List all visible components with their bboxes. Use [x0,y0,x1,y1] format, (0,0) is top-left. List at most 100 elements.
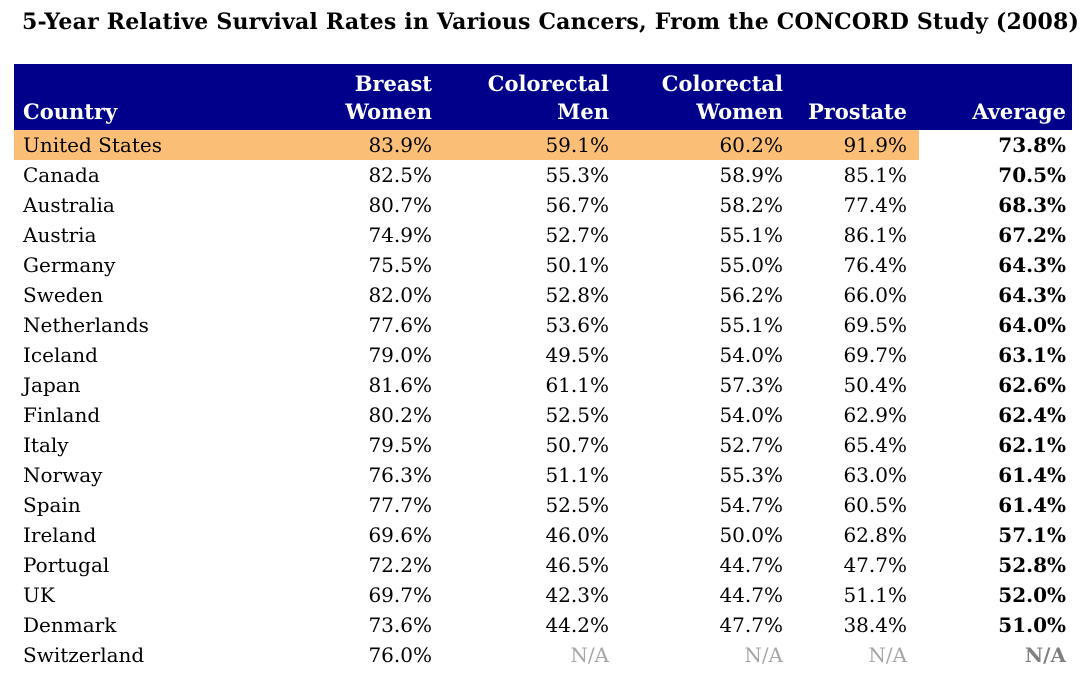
average-cell: 67.2% [919,220,1072,251]
value-cell: 82.0% [266,280,444,311]
average-cell: N/A [919,640,1072,671]
value-cell: 77.6% [266,310,444,341]
average-cell: 73.8% [919,130,1072,161]
value-cell: 55.0% [621,250,795,281]
table-row: Canada 82.5% 55.3% 58.9% 85.1% 70.5% [14,160,1072,191]
value-cell: 55.1% [621,220,795,251]
value-cell: 61.1% [444,370,621,401]
value-cell: 54.0% [621,340,795,371]
column-header-prostate: Prostate [795,64,919,131]
average-cell: 61.4% [919,490,1072,521]
country-cell: Canada [14,160,266,191]
value-cell: 46.0% [444,520,621,551]
country-cell: Italy [14,430,266,461]
value-cell: 72.2% [266,550,444,581]
country-cell: Finland [14,400,266,431]
value-cell: 50.4% [795,370,919,401]
value-cell: 82.5% [266,160,444,191]
country-cell: Australia [14,190,266,221]
value-cell: N/A [621,640,795,671]
table-body: United States 83.9% 59.1% 60.2% 91.9% 73.8% Ca… [14,130,1072,671]
table-header: Country Breast Women Colorectal Men Colorecta… [14,64,1072,131]
value-cell: 73.6% [266,610,444,641]
column-header-average: Average [919,64,1072,131]
table-row: Ireland 69.6% 46.0% 50.0% 62.8% 57.1% [14,520,1072,551]
survival-table: Country Breast Women Colorectal Men Colorecta… [14,64,1072,671]
value-cell: 58.9% [621,160,795,191]
country-cell: Germany [14,250,266,281]
value-cell: 49.5% [444,340,621,371]
value-cell: 80.7% [266,190,444,221]
average-cell: 52.0% [919,580,1072,611]
value-cell: 55.3% [444,160,621,191]
value-cell: 47.7% [621,610,795,641]
value-cell: 52.7% [444,220,621,251]
value-cell: 76.3% [266,460,444,491]
value-cell: 60.2% [621,130,795,161]
value-cell: 75.5% [266,250,444,281]
value-cell: 79.5% [266,430,444,461]
table-row: Australia 80.7% 56.7% 58.2% 77.4% 68.3% [14,190,1072,221]
table-row: Austria 74.9% 52.7% 55.1% 86.1% 67.2% [14,220,1072,251]
table-row: Sweden 82.0% 52.8% 56.2% 66.0% 64.3% [14,280,1072,311]
column-header-breast-women: Breast Women [266,64,444,131]
value-cell: N/A [795,640,919,671]
column-header-colorectal-men: Colorectal Men [444,64,621,131]
country-cell: Austria [14,220,266,251]
value-cell: 76.0% [266,640,444,671]
table-row: Finland 80.2% 52.5% 54.0% 62.9% 62.4% [14,400,1072,431]
value-cell: 55.1% [621,310,795,341]
country-cell: Netherlands [14,310,266,341]
country-cell: Iceland [14,340,266,371]
value-cell: 76.4% [795,250,919,281]
value-cell: 62.8% [795,520,919,551]
value-cell: 52.5% [444,400,621,431]
average-cell: 57.1% [919,520,1072,551]
value-cell: 63.0% [795,460,919,491]
value-cell: 80.2% [266,400,444,431]
column-header-colorectal-women: Colorectal Women [621,64,795,131]
value-cell: 74.9% [266,220,444,251]
table-row: Netherlands 77.6% 53.6% 55.1% 69.5% 64.0% [14,310,1072,341]
header-row: Country Breast Women Colorectal Men Colorecta… [14,64,1072,131]
average-cell: 51.0% [919,610,1072,641]
value-cell: 51.1% [444,460,621,491]
value-cell: 52.5% [444,490,621,521]
value-cell: 83.9% [266,130,444,161]
table-row: Spain 77.7% 52.5% 54.7% 60.5% 61.4% [14,490,1072,521]
column-header-country: Country [14,64,266,131]
value-cell: N/A [444,640,621,671]
value-cell: 57.3% [621,370,795,401]
value-cell: 51.1% [795,580,919,611]
average-cell: 70.5% [919,160,1072,191]
table-row: Denmark 73.6% 44.2% 47.7% 38.4% 51.0% [14,610,1072,641]
country-cell: UK [14,580,266,611]
table-row: Norway 76.3% 51.1% 55.3% 63.0% 61.4% [14,460,1072,491]
value-cell: 77.7% [266,490,444,521]
value-cell: 69.7% [266,580,444,611]
table-row: United States 83.9% 59.1% 60.2% 91.9% 73.8% [14,130,1072,161]
value-cell: 55.3% [621,460,795,491]
value-cell: 44.7% [621,580,795,611]
value-cell: 65.4% [795,430,919,461]
table-row: Italy 79.5% 50.7% 52.7% 65.4% 62.1% [14,430,1072,461]
table-row: Iceland 79.0% 49.5% 54.0% 69.7% 63.1% [14,340,1072,371]
value-cell: 85.1% [795,160,919,191]
page-title: 5-Year Relative Survival Rates in Variou… [22,9,1080,35]
value-cell: 62.9% [795,400,919,431]
average-cell: 64.3% [919,280,1072,311]
value-cell: 56.2% [621,280,795,311]
table-row: Germany 75.5% 50.1% 55.0% 76.4% 64.3% [14,250,1072,281]
value-cell: 50.0% [621,520,795,551]
country-cell: Japan [14,370,266,401]
average-cell: 64.3% [919,250,1072,281]
table-row: Portugal 72.2% 46.5% 44.7% 47.7% 52.8% [14,550,1072,581]
table-row: Switzerland 76.0% N/A N/A N/A N/A [14,640,1072,671]
value-cell: 60.5% [795,490,919,521]
table-row: Japan 81.6% 61.1% 57.3% 50.4% 62.6% [14,370,1072,401]
value-cell: 52.7% [621,430,795,461]
value-cell: 79.0% [266,340,444,371]
country-cell: Ireland [14,520,266,551]
value-cell: 44.2% [444,610,621,641]
